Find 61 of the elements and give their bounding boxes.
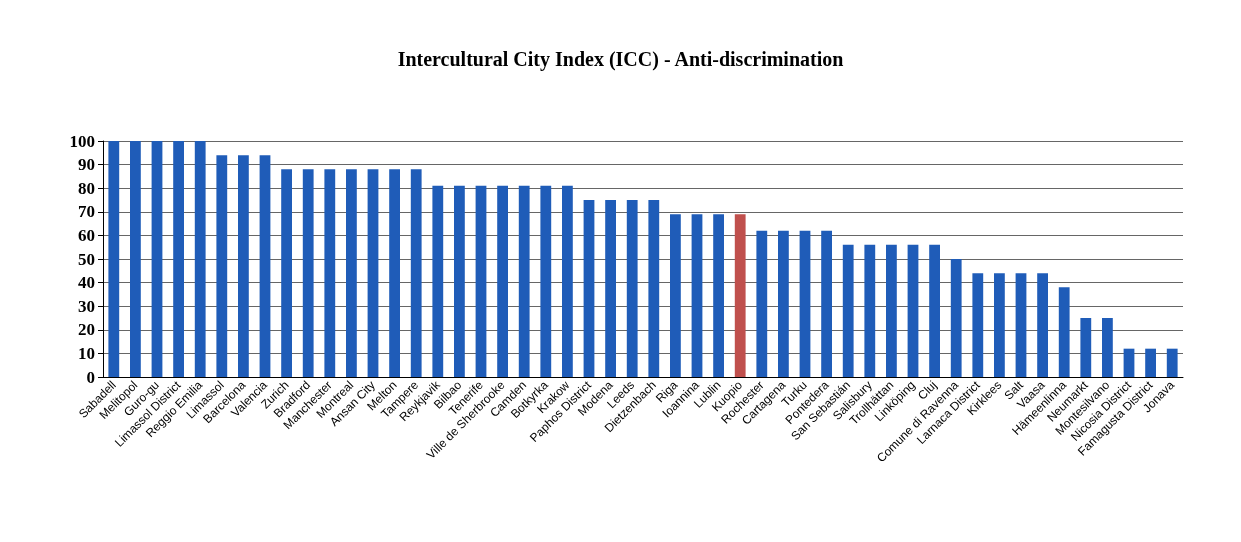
bar — [540, 185, 552, 377]
bar — [886, 244, 897, 377]
bar — [864, 244, 876, 377]
bar — [108, 141, 120, 377]
chart-title: Intercultural City Index (ICC) - Anti-discrimination — [397, 48, 844, 71]
bar — [518, 185, 530, 377]
bar — [778, 230, 789, 377]
bar — [972, 273, 984, 377]
bar — [281, 169, 292, 377]
bar — [670, 214, 681, 377]
y-tick-label: 60 — [78, 225, 95, 245]
bar — [259, 155, 271, 377]
y-tick-label: 90 — [78, 155, 95, 175]
bar — [324, 169, 336, 377]
bar — [1166, 348, 1178, 377]
bar — [583, 200, 595, 377]
bar — [194, 141, 206, 377]
bar — [410, 169, 422, 377]
y-tick-label: 50 — [78, 249, 95, 269]
bar — [994, 273, 1005, 377]
bar — [734, 214, 746, 377]
bar — [432, 185, 444, 377]
bar — [648, 200, 660, 377]
bar — [454, 185, 465, 377]
bar — [1145, 348, 1156, 377]
bar — [367, 169, 379, 377]
bar — [929, 244, 940, 377]
bar — [238, 155, 249, 377]
bar — [605, 200, 616, 377]
bar — [497, 185, 508, 377]
bar — [691, 214, 703, 377]
bar — [1123, 348, 1135, 377]
y-tick-label: 10 — [78, 343, 95, 363]
bar — [302, 169, 314, 377]
bar — [130, 141, 141, 377]
bar — [475, 185, 487, 377]
y-tick-label: 80 — [78, 178, 95, 198]
bar — [907, 244, 919, 377]
y-tick-label: 30 — [78, 296, 95, 316]
bar — [821, 230, 832, 377]
y-tick-label: 20 — [78, 320, 95, 340]
bar — [1015, 273, 1027, 377]
bar — [756, 230, 768, 377]
bar — [1102, 318, 1113, 377]
bar — [799, 230, 811, 377]
bar — [842, 244, 854, 377]
bar — [1058, 287, 1070, 377]
bar — [216, 155, 228, 377]
bar — [713, 214, 724, 377]
bar — [626, 200, 638, 377]
y-tick-label: 40 — [78, 273, 95, 293]
bar — [1037, 273, 1048, 377]
bar — [151, 141, 163, 377]
bar — [346, 169, 357, 377]
bar — [950, 259, 962, 377]
bar — [173, 141, 184, 377]
y-tick-label: 100 — [69, 131, 95, 151]
bar — [1080, 318, 1092, 377]
y-tick-label: 70 — [78, 202, 95, 222]
bar — [389, 169, 400, 377]
bar — [562, 185, 573, 377]
